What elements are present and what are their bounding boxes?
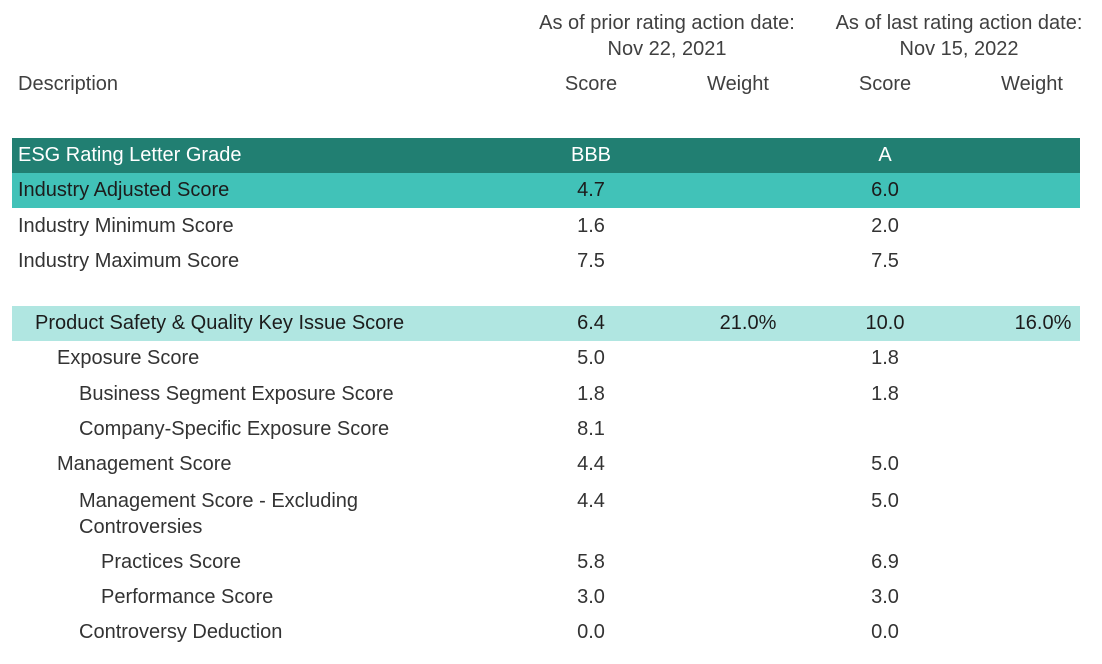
last-score: 2.0 bbox=[871, 215, 899, 237]
table-row: Industry Adjusted Score 4.7 6.0 bbox=[12, 173, 1080, 208]
prior-score: 3.0 bbox=[577, 586, 605, 608]
row-description: Management Score - Excluding Controversi… bbox=[79, 490, 359, 538]
last-score: 1.8 bbox=[871, 347, 899, 369]
row-description: ESG Rating Letter Grade bbox=[18, 144, 242, 166]
prior-score: 1.8 bbox=[577, 383, 605, 405]
row-description: Company-Specific Exposure Score bbox=[79, 418, 390, 440]
last-period-label: As of last rating action date: bbox=[835, 12, 1083, 34]
table-row: Company-Specific Exposure Score 8.1 bbox=[12, 412, 1080, 447]
prior-score: 1.6 bbox=[577, 215, 605, 237]
prior-score: 5.8 bbox=[577, 551, 605, 573]
table-row: Performance Score 3.0 3.0 bbox=[12, 580, 1080, 615]
prior-score: 6.4 bbox=[577, 312, 605, 334]
last-score: 5.0 bbox=[871, 490, 899, 512]
prior-score: 4.4 bbox=[577, 490, 605, 512]
row-description: Industry Maximum Score bbox=[18, 250, 240, 272]
prior-weight-header: Weight bbox=[707, 73, 769, 95]
prior-period-date: Nov 22, 2021 bbox=[607, 38, 727, 60]
last-period-date: Nov 15, 2022 bbox=[899, 38, 1019, 60]
prior-score: 8.1 bbox=[577, 418, 605, 440]
prior-period-header: As of prior rating action date: Nov 22, … bbox=[522, 10, 812, 62]
row-description: Business Segment Exposure Score bbox=[79, 383, 394, 405]
last-score: 6.9 bbox=[871, 551, 899, 573]
table-row: Industry Minimum Score 1.6 2.0 bbox=[12, 209, 1080, 244]
prior-score-header: Score bbox=[564, 73, 618, 95]
table-row: Business Segment Exposure Score 1.8 1.8 bbox=[12, 377, 1080, 412]
prior-score: 4.7 bbox=[577, 179, 605, 201]
table-row: Controversy Deduction 0.0 0.0 bbox=[12, 615, 1080, 650]
row-description: Performance Score bbox=[101, 586, 274, 608]
row-description: Exposure Score bbox=[57, 347, 200, 369]
last-score: 1.8 bbox=[871, 383, 899, 405]
row-description: Practices Score bbox=[101, 551, 242, 573]
last-score: 3.0 bbox=[871, 586, 899, 608]
prior-score: BBB bbox=[570, 144, 612, 166]
last-weight: 16.0% bbox=[1014, 312, 1072, 334]
prior-weight: 21.0% bbox=[719, 312, 777, 334]
table-row: Management Score - Excluding Controversi… bbox=[12, 484, 1080, 544]
last-score: 5.0 bbox=[871, 453, 899, 475]
prior-score: 4.4 bbox=[577, 453, 605, 475]
table-row: Product Safety & Quality Key Issue Score… bbox=[12, 306, 1080, 341]
last-score: A bbox=[878, 144, 892, 166]
row-description: Industry Adjusted Score bbox=[18, 179, 230, 201]
description-header: Description bbox=[18, 73, 119, 95]
last-period-header: As of last rating action date: Nov 15, 2… bbox=[820, 10, 1098, 62]
table-row: Industry Maximum Score 7.5 7.5 bbox=[12, 244, 1080, 279]
last-score: 7.5 bbox=[871, 250, 899, 272]
table-row: Exposure Score 5.0 1.8 bbox=[12, 341, 1080, 376]
last-weight-header: Weight bbox=[1001, 73, 1063, 95]
prior-score: 0.0 bbox=[577, 621, 605, 643]
row-description: Product Safety & Quality Key Issue Score bbox=[35, 312, 405, 334]
prior-score: 5.0 bbox=[577, 347, 605, 369]
row-description: Controversy Deduction bbox=[79, 621, 283, 643]
row-description: Management Score bbox=[57, 453, 232, 475]
row-description: Industry Minimum Score bbox=[18, 215, 234, 237]
last-score: 0.0 bbox=[871, 621, 899, 643]
last-score-header: Score bbox=[858, 73, 912, 95]
last-score: 6.0 bbox=[871, 179, 899, 201]
table-row: Management Score 4.4 5.0 bbox=[12, 447, 1080, 482]
prior-period-label: As of prior rating action date: bbox=[539, 12, 795, 34]
table-row: ESG Rating Letter Grade BBB A bbox=[12, 138, 1080, 173]
table-row: Practices Score 5.8 6.9 bbox=[12, 545, 1080, 580]
last-score: 10.0 bbox=[865, 312, 905, 334]
prior-score: 7.5 bbox=[577, 250, 605, 272]
